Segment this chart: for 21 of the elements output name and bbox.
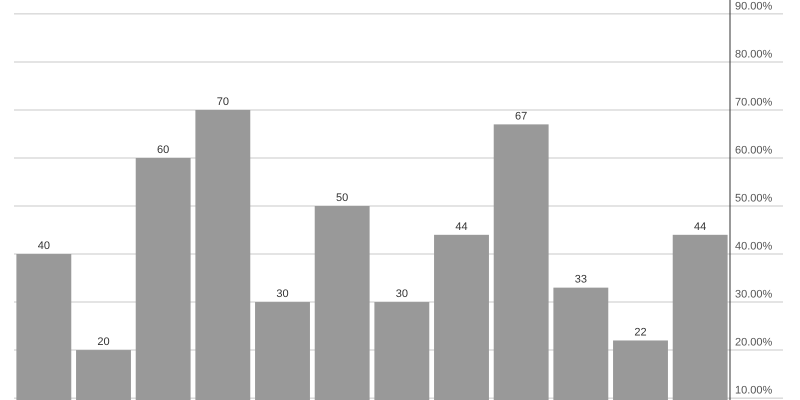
y-tick-label: 20.00%	[735, 336, 773, 349]
data-label: 44	[455, 220, 468, 233]
y-tick-label: 80.00%	[735, 48, 773, 61]
data-label: 22	[634, 326, 647, 338]
data-label: 30	[276, 288, 289, 300]
data-label: 33	[574, 274, 587, 286]
y-tick-label: 90.00%	[735, 0, 773, 13]
y-tick-label: 10.00%	[735, 384, 773, 397]
y-tick-label: 30.00%	[735, 288, 773, 301]
y-tick-label: 40.00%	[735, 240, 773, 253]
y-tick-label: 70.00%	[735, 96, 773, 109]
data-label: 70	[216, 96, 229, 108]
y-tick-label: 50.00%	[735, 192, 773, 205]
data-label: 20	[97, 336, 110, 348]
data-label: 60	[157, 144, 170, 156]
data-label: 44	[694, 220, 706, 233]
data-label: 30	[396, 288, 408, 300]
y-tick-label: 60.00%	[735, 144, 773, 157]
data-label: 40	[38, 240, 50, 252]
data-label: 67	[515, 110, 528, 122]
data-label: 50	[336, 192, 348, 204]
